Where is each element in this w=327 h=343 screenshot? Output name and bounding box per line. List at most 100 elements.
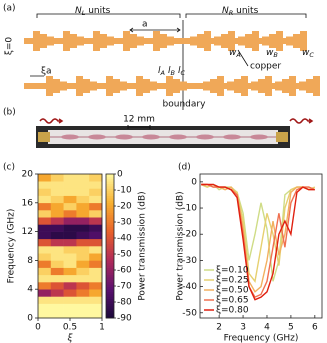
label-base: N <box>222 6 229 16</box>
colorbar-tick-label: -80 <box>117 298 132 308</box>
colorbar-step <box>106 181 114 184</box>
heat-cell <box>63 253 77 261</box>
label-base: l <box>168 66 171 76</box>
heat-cell <box>76 238 90 247</box>
colorbar-step <box>106 289 114 292</box>
colorbar-step <box>106 176 114 180</box>
heat-cell <box>76 274 90 283</box>
unit-block <box>210 79 217 93</box>
label-base: w <box>229 48 237 58</box>
colorbar-tick-label: -60 <box>117 266 132 276</box>
colorbar-step <box>106 310 114 314</box>
unit-block <box>306 79 313 93</box>
label-tail: units <box>85 6 110 16</box>
unit-block <box>251 81 258 91</box>
unit-block <box>46 76 53 96</box>
heat-cell <box>50 202 64 211</box>
colorbar-step <box>106 301 114 304</box>
plot-frame <box>199 173 323 319</box>
heat-cell <box>76 253 90 261</box>
unit-block <box>262 36 269 46</box>
heat-cell <box>89 289 103 297</box>
unit-block <box>77 36 84 46</box>
colorbar-step <box>106 246 114 249</box>
unit-block <box>100 34 107 48</box>
heat-cell <box>50 289 64 297</box>
legend-label: ξ=0.50 <box>216 286 249 296</box>
colorbar-step <box>106 236 114 240</box>
colorbar-step <box>106 267 114 271</box>
colorbar-step <box>106 202 114 206</box>
heat-cell <box>63 274 77 283</box>
unit-block <box>123 31 130 51</box>
label-base: w <box>302 48 310 58</box>
sub-label: wC <box>302 48 314 60</box>
x-axis-label: ξ <box>66 334 73 343</box>
y-tick-label: -50 <box>182 308 197 318</box>
heat-cell <box>76 202 90 211</box>
colorbar-step <box>106 190 114 194</box>
colorbar-step <box>106 183 114 187</box>
heat-cell <box>76 303 90 312</box>
heat-cell <box>76 195 90 204</box>
unit-block <box>106 76 113 96</box>
unit-block <box>238 36 245 46</box>
heat-cell <box>63 246 77 254</box>
photo-unit <box>196 134 214 140</box>
colorbar-step <box>106 217 114 220</box>
heat-cell <box>76 174 90 182</box>
y-tick-label: -10 <box>182 204 197 214</box>
unit-block <box>258 79 265 93</box>
label-sub: R <box>229 9 234 17</box>
heat-cell <box>50 246 64 254</box>
heat-cell <box>63 217 77 225</box>
scale-label: 12 mm <box>123 115 155 125</box>
heat-cell <box>63 303 77 312</box>
heat-cell <box>76 267 90 276</box>
heat-cell <box>76 296 90 304</box>
unit-block <box>173 79 180 93</box>
photo-unit <box>250 134 268 140</box>
heat-cell <box>38 181 52 189</box>
heat-cell <box>50 188 64 196</box>
heat-cell <box>63 181 77 189</box>
heat-cell <box>89 210 103 218</box>
x-tick-label: 1 <box>99 323 105 333</box>
copper-label: copper <box>250 62 281 72</box>
unit-block <box>241 76 248 96</box>
unit-block <box>214 36 221 46</box>
colorbar-step <box>106 303 114 307</box>
y-tick-label: 4 <box>27 285 33 295</box>
heat-cell <box>50 195 64 204</box>
unit-block <box>120 81 127 91</box>
unit-block <box>245 34 252 48</box>
y-tick-label: -40 <box>182 282 197 292</box>
unit-block <box>300 31 307 51</box>
sub-label: wB <box>266 48 278 60</box>
heat-cell <box>63 238 77 247</box>
colorbar-step <box>106 294 114 297</box>
label-base: w <box>266 48 274 58</box>
colorbar-step <box>106 270 114 273</box>
colorbar-step <box>106 193 114 196</box>
sub-label: lC <box>178 66 186 78</box>
unit-block <box>276 31 283 51</box>
y-tick-label: 12 <box>22 227 33 237</box>
heat-cell <box>63 174 77 182</box>
unit-block <box>70 34 77 48</box>
unit-block <box>60 81 67 91</box>
heat-cell <box>63 231 77 240</box>
heat-cell <box>50 267 64 276</box>
x-axis-label: Frequency (GHz) <box>224 334 299 343</box>
heat-cell <box>89 188 103 196</box>
unit-block <box>197 34 204 48</box>
unit-block <box>227 81 234 91</box>
heat-cell <box>50 274 64 283</box>
unit-block <box>269 34 276 48</box>
series-line <box>201 183 315 301</box>
scale-bar <box>127 125 151 129</box>
photo-unit <box>142 134 160 140</box>
heat-cell <box>63 267 77 276</box>
x-tick-label: 0.5 <box>63 323 77 333</box>
